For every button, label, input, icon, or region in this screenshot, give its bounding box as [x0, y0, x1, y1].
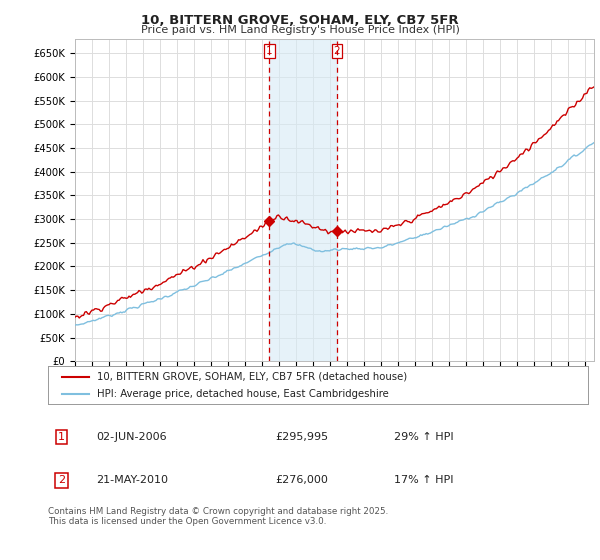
Text: Contains HM Land Registry data © Crown copyright and database right 2025.
This d: Contains HM Land Registry data © Crown c…	[48, 507, 388, 526]
Text: 02-JUN-2006: 02-JUN-2006	[97, 432, 167, 442]
Text: 1: 1	[58, 432, 65, 442]
Text: Price paid vs. HM Land Registry's House Price Index (HPI): Price paid vs. HM Land Registry's House …	[140, 25, 460, 35]
Bar	[269, 39, 337, 361]
Text: 10, BITTERN GROVE, SOHAM, ELY, CB7 5FR (detached house): 10, BITTERN GROVE, SOHAM, ELY, CB7 5FR (…	[97, 371, 407, 381]
Text: £276,000: £276,000	[275, 475, 328, 486]
Text: 2: 2	[334, 46, 340, 57]
Text: 1: 1	[266, 46, 272, 57]
Text: 17% ↑ HPI: 17% ↑ HPI	[394, 475, 453, 486]
Text: HPI: Average price, detached house, East Cambridgeshire: HPI: Average price, detached house, East…	[97, 389, 388, 399]
Text: 2: 2	[58, 475, 65, 486]
Text: 21-MAY-2010: 21-MAY-2010	[97, 475, 169, 486]
Text: 10, BITTERN GROVE, SOHAM, ELY, CB7 5FR: 10, BITTERN GROVE, SOHAM, ELY, CB7 5FR	[141, 14, 459, 27]
Text: 29% ↑ HPI: 29% ↑ HPI	[394, 432, 453, 442]
Text: £295,995: £295,995	[275, 432, 328, 442]
